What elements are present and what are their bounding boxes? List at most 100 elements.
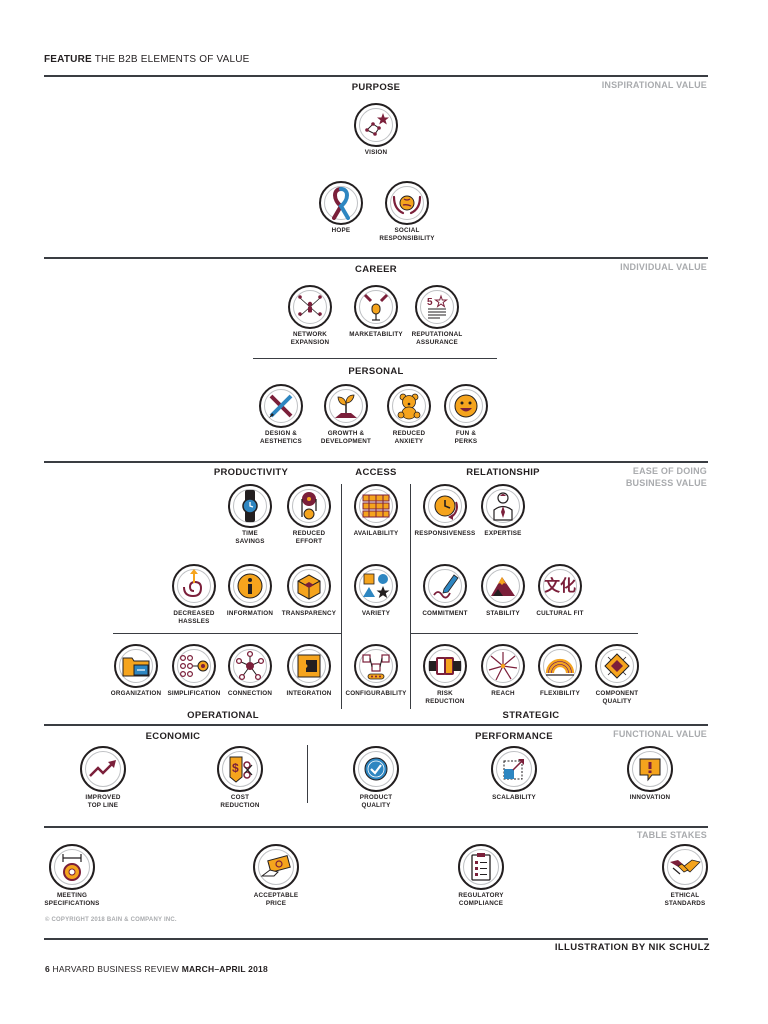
dots-to-target-icon <box>172 644 216 688</box>
issue-date: MARCH–APRIL 2018 <box>181 964 268 974</box>
smiley-face-icon <box>444 384 488 428</box>
clock-arrow-icon <box>423 484 467 528</box>
section-performance: PERFORMANCE <box>475 731 553 742</box>
trend-up-arrow-icon <box>80 746 126 792</box>
information-label: INFORMATION <box>226 610 274 617</box>
element-social-responsibility: SOCIAL RESPONSIBILITY <box>362 181 452 242</box>
section-economic: ECONOMIC <box>145 731 201 742</box>
section-operational: OPERATIONAL <box>187 710 259 721</box>
folder-icon <box>114 644 158 688</box>
page-number: 6 <box>45 964 50 974</box>
divider-access-left <box>341 484 342 709</box>
stacked-shelves-icon <box>354 484 398 528</box>
element-connection: CONNECTION <box>205 644 295 698</box>
element-risk-reduction: RISK REDUCTION <box>400 644 490 705</box>
cultural-fit-label: CULTURAL FIT <box>536 610 584 617</box>
element-availability: AVAILABILITY <box>331 484 421 538</box>
page-footer: 6 HARVARD BUSINESS REVIEW MARCH–APRIL 20… <box>45 964 268 974</box>
responsiveness-label: RESPONSIVENESS <box>414 530 476 537</box>
section-productivity: PRODUCTIVITY <box>213 467 289 478</box>
time-savings-label: TIME SAVINGS <box>235 530 265 545</box>
price-tag-scissors-icon: $ <box>217 746 263 792</box>
reduced-anxiety-label: REDUCED ANXIETY <box>392 430 426 445</box>
element-information: INFORMATION <box>205 564 295 618</box>
reach-label: REACH <box>491 690 515 697</box>
exclamation-box-icon <box>627 746 673 792</box>
pulley-icon <box>287 484 331 528</box>
transparent-cube-icon <box>287 564 331 608</box>
availability-label: AVAILABILITY <box>353 530 399 537</box>
cultural-fit-glyph: 文化 <box>543 576 576 595</box>
section-relationship: RELATIONSHIP <box>466 467 540 478</box>
risk-reduction-label: RISK REDUCTION <box>425 690 465 705</box>
section-career: CAREER <box>355 264 397 275</box>
element-variety: VARIETY <box>331 564 421 618</box>
element-acceptable-price: ACCEPTABLE PRICE <box>231 844 321 907</box>
divider-economic-performance <box>307 745 308 803</box>
marketability-label: MARKETABILITY <box>349 331 403 338</box>
element-simplification: SIMPLIFICATION <box>149 644 239 698</box>
regulatory-compliance-label: REGULATORY COMPLIANCE <box>458 892 504 907</box>
shapes-icon <box>354 564 398 608</box>
element-reduced-effort: REDUCED EFFORT <box>264 484 354 545</box>
culture-characters-icon: 文化 <box>538 564 582 608</box>
element-product-quality: PRODUCT QUALITY <box>331 746 421 809</box>
design-aesthetics-label: DESIGN & AESTHETICS <box>260 430 302 445</box>
element-marketability: MARKETABILITY <box>331 285 421 339</box>
element-improved-top-line: IMPROVED TOP LINE <box>58 746 148 809</box>
sprout-icon <box>324 384 368 428</box>
element-expertise: EXPERTISE <box>458 484 548 538</box>
money-hand-icon <box>253 844 299 890</box>
divider-inspirational <box>44 75 708 77</box>
teddy-bear-icon <box>387 384 431 428</box>
caliper-measure-icon <box>49 844 95 890</box>
divider-footer <box>44 938 708 940</box>
info-i-icon <box>228 564 272 608</box>
element-reduced-anxiety: REDUCED ANXIETY <box>364 384 454 445</box>
social-responsibility-label: SOCIAL RESPONSIBILITY <box>379 227 435 242</box>
element-flexibility: FLEXIBILITY <box>515 644 605 698</box>
divider-ease <box>44 461 708 463</box>
element-cultural-fit: 文化 CULTURAL FIT <box>515 564 605 618</box>
element-regulatory-compliance: REGULATORY COMPLIANCE <box>436 844 526 907</box>
vision-label: VISION <box>364 149 388 156</box>
feature-title: THE B2B ELEMENTS OF VALUE <box>94 54 250 65</box>
connection-label: CONNECTION <box>227 690 273 697</box>
puzzle-square-icon <box>287 644 331 688</box>
section-access: ACCESS <box>355 467 397 478</box>
stability-label: STABILITY <box>486 610 520 617</box>
network-expansion-label: NETWORK EXPANSION <box>290 331 330 346</box>
check-badge-icon <box>353 746 399 792</box>
ethical-standards-label: ETHICAL STANDARDS <box>664 892 706 907</box>
tier-functional-label: FUNCTIONAL VALUE <box>613 729 707 739</box>
network-people-icon <box>288 285 332 329</box>
element-cost-reduction: $ COST REDUCTION <box>195 746 285 809</box>
feature-header: FEATURE THE B2B ELEMENTS OF VALUE <box>44 54 250 65</box>
tier-ease-label: EASE OF DOING BUSINESS VALUE <box>626 465 707 489</box>
divider-individual <box>44 257 708 259</box>
hands-globe-icon <box>385 181 429 225</box>
element-innovation: INNOVATION <box>605 746 695 802</box>
handshake-icon <box>662 844 708 890</box>
divider-personal <box>253 358 497 359</box>
configurability-label: CONFIGURABILITY <box>345 690 407 697</box>
element-meeting-specifications: MEETING SPECIFICATIONS <box>27 844 117 907</box>
copyright-notice: © COPYRIGHT 2018 BAIN & COMPANY INC. <box>45 917 177 923</box>
section-personal: PERSONAL <box>348 366 404 377</box>
constellation-star-icon <box>354 103 398 147</box>
element-responsiveness: RESPONSIVENESS <box>400 484 490 538</box>
element-commitment: COMMITMENT <box>400 564 490 618</box>
hub-nodes-icon <box>228 644 272 688</box>
divider-operational <box>113 633 341 634</box>
element-reach: REACH <box>458 644 548 698</box>
configuration-icon <box>354 644 398 688</box>
section-purpose: PURPOSE <box>351 82 401 93</box>
element-configurability: CONFIGURABILITY <box>331 644 421 698</box>
organization-label: ORGANIZATION <box>110 690 162 697</box>
improved-top-line-label: IMPROVED TOP LINE <box>85 794 121 809</box>
microchip-icon <box>595 644 639 688</box>
tier-ease-line2: BUSINESS VALUE <box>625 478 707 488</box>
pen-signature-icon <box>423 564 467 608</box>
scale-up-squares-icon <box>491 746 537 792</box>
element-reputational-assurance: 5 REPUTATIONAL ASSURANCE <box>392 285 482 346</box>
